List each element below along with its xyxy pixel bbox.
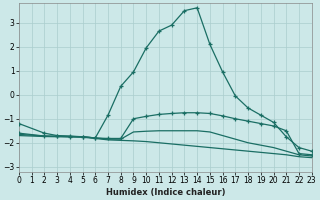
X-axis label: Humidex (Indice chaleur): Humidex (Indice chaleur) <box>106 188 225 197</box>
